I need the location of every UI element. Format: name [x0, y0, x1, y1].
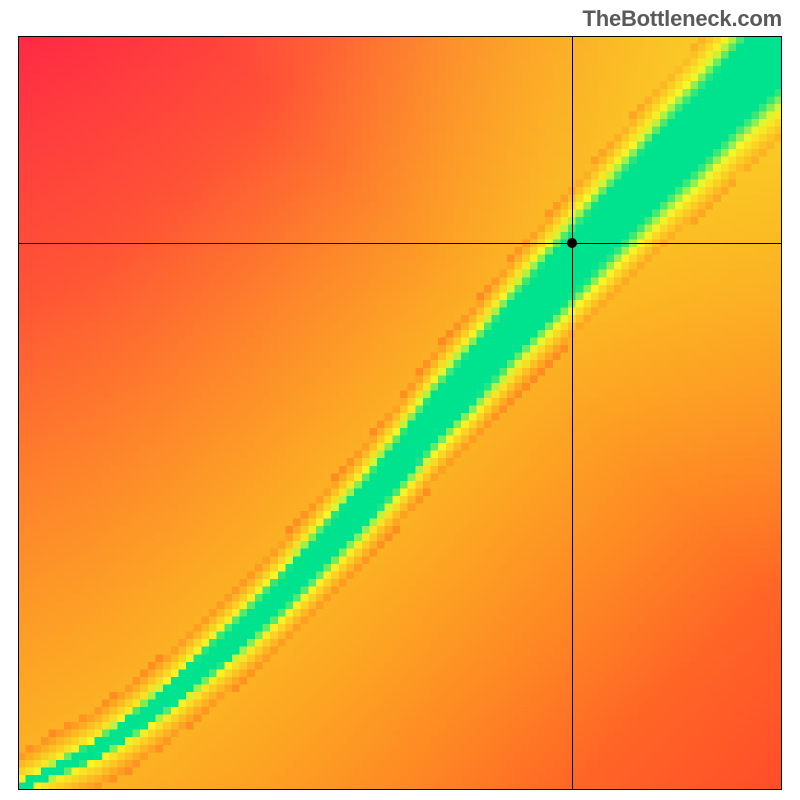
attribution-text: TheBottleneck.com: [582, 6, 782, 32]
bottleneck-heatmap: [18, 36, 782, 790]
crosshair-horizontal: [18, 243, 782, 244]
selection-marker: [567, 238, 577, 248]
heatmap-canvas: [18, 36, 782, 790]
crosshair-vertical: [572, 36, 573, 790]
